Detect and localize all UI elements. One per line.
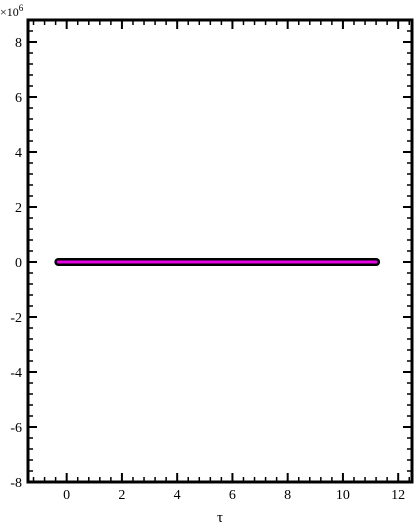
y-tick-label: 4 [15, 146, 22, 161]
minor-ticks [28, 19, 412, 482]
x-tick-label: 12 [391, 488, 405, 503]
x-tick-label: 6 [229, 488, 236, 503]
major-ticks [28, 20, 412, 483]
y-tick-labels: -8 -6 -4 -2 0 2 4 6 8 [10, 36, 22, 491]
y-axis-multiplier-base: ×10 [0, 5, 19, 19]
y-tick-label: 0 [15, 256, 22, 271]
y-tick-label: -2 [10, 311, 22, 326]
x-tick-label: 10 [336, 488, 350, 503]
x-tick-label: 2 [118, 488, 125, 503]
y-tick-label: -6 [10, 421, 22, 436]
y-tick-label: -8 [10, 476, 22, 491]
y-axis-multiplier: ×106 [0, 3, 24, 19]
y-tick-label: -4 [10, 366, 22, 381]
y-tick-label: 8 [15, 36, 22, 51]
y-tick-label: 2 [15, 201, 22, 216]
x-tick-label: 0 [63, 488, 70, 503]
x-axis-label: τ [217, 510, 223, 526]
x-tick-label: 8 [284, 488, 291, 503]
y-axis-multiplier-exponent: 6 [19, 3, 24, 13]
x-tick-label: 4 [174, 488, 181, 503]
plot-frame [26, 18, 414, 484]
y-tick-label: 6 [15, 91, 22, 106]
x-tick-labels: 0 2 4 6 8 10 12 [63, 488, 405, 503]
